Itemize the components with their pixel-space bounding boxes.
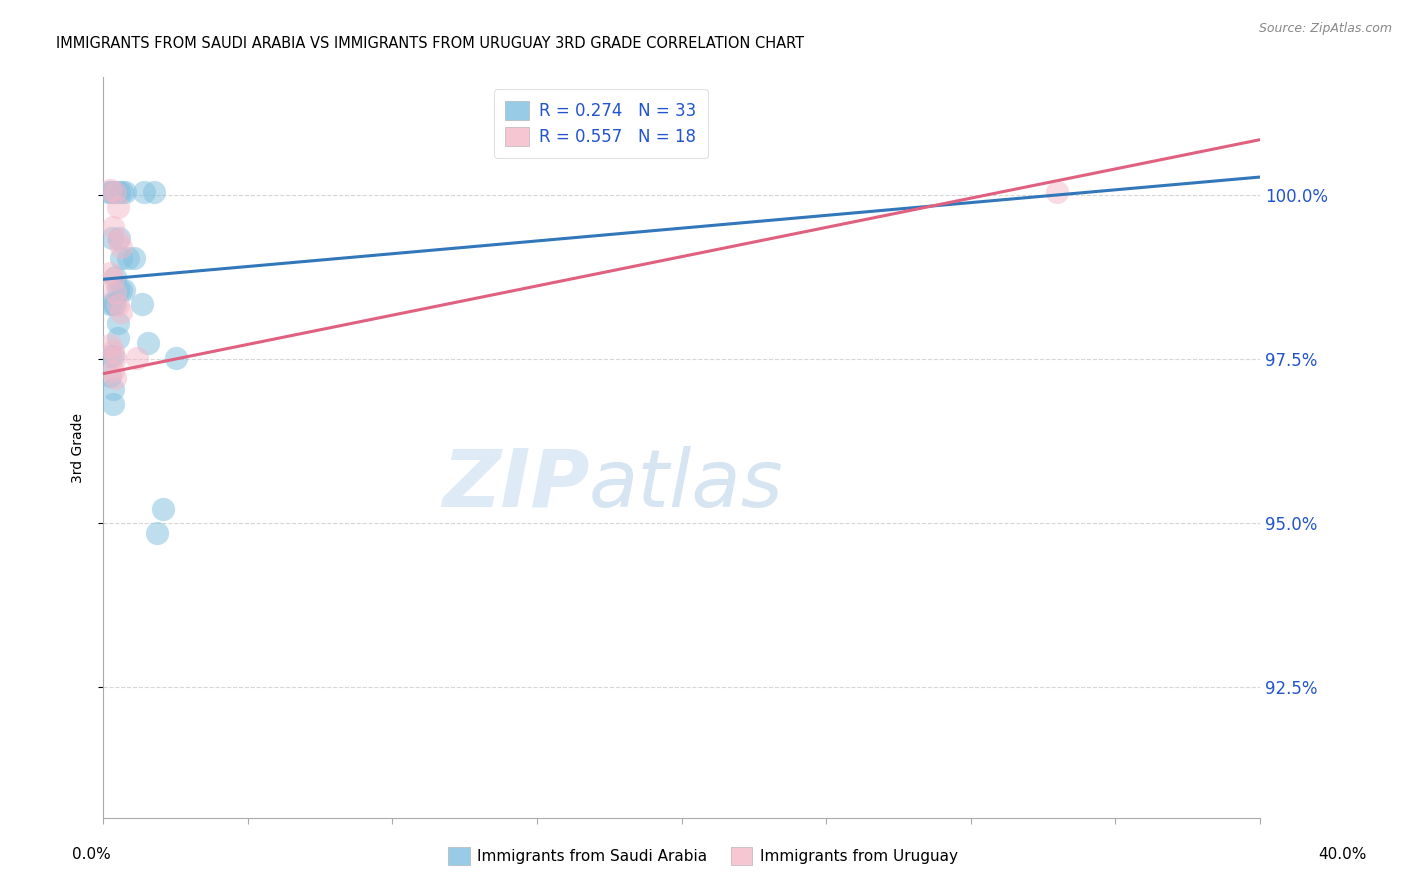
Point <box>98 368 121 383</box>
Point <box>98 338 121 352</box>
Point <box>98 296 121 310</box>
Text: Source: ZipAtlas.com: Source: ZipAtlas.com <box>1258 22 1392 36</box>
Point <box>136 335 159 350</box>
Point <box>104 296 127 310</box>
Text: IMMIGRANTS FROM SAUDI ARABIA VS IMMIGRANTS FROM URUGUAY 3RD GRADE CORRELATION CH: IMMIGRANTS FROM SAUDI ARABIA VS IMMIGRAN… <box>56 36 804 51</box>
Text: ZIP: ZIP <box>441 446 589 524</box>
Point <box>101 272 124 286</box>
Y-axis label: 3rd Grade: 3rd Grade <box>72 413 86 483</box>
Point <box>101 219 124 234</box>
Point <box>107 233 129 247</box>
Point <box>101 349 124 363</box>
Point <box>107 316 129 330</box>
Point <box>111 185 134 199</box>
Point <box>112 284 135 298</box>
Point <box>122 251 145 265</box>
Point <box>104 351 127 365</box>
Point <box>101 382 124 396</box>
Point <box>98 266 121 280</box>
Point <box>104 185 127 199</box>
Point <box>101 296 124 310</box>
Point <box>110 305 132 319</box>
Point <box>114 185 136 199</box>
Point <box>107 331 129 345</box>
Point <box>108 185 131 199</box>
Text: 0.0%: 0.0% <box>72 847 111 862</box>
Point <box>107 298 129 312</box>
Point <box>165 351 187 365</box>
Point <box>98 183 121 197</box>
Point <box>100 185 122 199</box>
Text: 40.0%: 40.0% <box>1319 847 1367 862</box>
Point <box>110 239 132 253</box>
Point <box>131 296 153 310</box>
Point <box>107 284 129 298</box>
Point <box>110 251 132 265</box>
Point <box>117 251 139 265</box>
Point <box>97 185 120 199</box>
Point <box>132 185 155 199</box>
Point <box>125 351 148 365</box>
Point <box>101 397 124 411</box>
Point <box>146 525 169 540</box>
Point <box>101 364 124 378</box>
Point <box>142 185 165 199</box>
Point <box>107 200 129 214</box>
Point <box>98 349 121 363</box>
Point <box>1046 185 1069 199</box>
Point <box>104 270 127 285</box>
Point <box>110 284 132 298</box>
Legend: R = 0.274   N = 33, R = 0.557   N = 18: R = 0.274 N = 33, R = 0.557 N = 18 <box>494 89 707 158</box>
Point <box>104 370 127 384</box>
Point <box>152 501 174 516</box>
Point <box>105 185 128 199</box>
Text: atlas: atlas <box>589 446 783 524</box>
Point <box>101 231 124 245</box>
Legend: Immigrants from Saudi Arabia, Immigrants from Uruguay: Immigrants from Saudi Arabia, Immigrants… <box>443 841 963 871</box>
Point <box>108 231 131 245</box>
Point <box>101 344 124 359</box>
Point <box>104 285 127 300</box>
Point <box>103 185 125 199</box>
